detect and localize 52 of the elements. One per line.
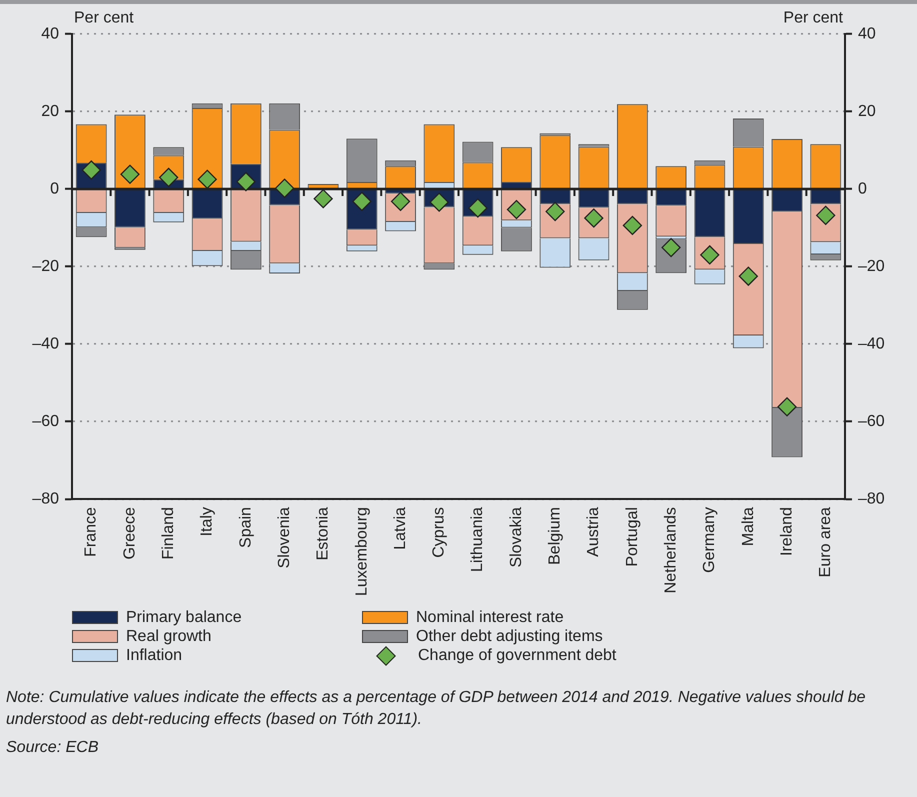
y-tick-label: –40 bbox=[32, 335, 60, 352]
y-tick-label: 40 bbox=[41, 25, 60, 42]
x-tick-label: Malta bbox=[740, 506, 757, 546]
y2-tick-label: 0 bbox=[858, 180, 867, 198]
y2-tick-label: 40 bbox=[858, 25, 876, 42]
y2-tick-label: 20 bbox=[858, 102, 876, 120]
x-tick-label: Ireland bbox=[778, 507, 796, 556]
source-note: Source: ECB bbox=[6, 738, 100, 758]
x-tick-label: Finland bbox=[160, 507, 178, 560]
x-tick-label: Germany bbox=[701, 507, 718, 573]
y2-axis-title: Per cent bbox=[783, 9, 844, 26]
x-tick-label: Slovenia bbox=[276, 506, 293, 568]
x-tick-label: Luxembourg bbox=[353, 507, 370, 596]
y-tick-label: 20 bbox=[41, 102, 60, 120]
x-tick-label: Euro area bbox=[817, 506, 834, 578]
point bbox=[777, 397, 797, 416]
legend-label: Inflation bbox=[126, 646, 182, 664]
y-tick-label: –60 bbox=[32, 412, 60, 430]
y-tick-label: 0 bbox=[50, 180, 60, 198]
y-tick-label: –20 bbox=[32, 258, 60, 275]
x-tick-label: Portugal bbox=[624, 507, 641, 567]
x-tick-label: Lithuania bbox=[469, 506, 486, 572]
text: Note: Cumulative values indicate the effects as a percentage of GDP between 2014 and 2019. Negative values should be understood as debt-reducing effects (based on Tóth 2011). bbox=[6, 688, 867, 730]
legend-label: Primary balance bbox=[126, 608, 242, 626]
legend-label: Nominal interest rate bbox=[416, 608, 564, 626]
y2-tick-label: –20 bbox=[858, 258, 885, 275]
x-tick-label: Netherlands bbox=[662, 507, 680, 594]
x-tick-label: Greece bbox=[121, 506, 138, 560]
point bbox=[314, 189, 333, 208]
legend-label: Change of government debt bbox=[418, 646, 616, 664]
x-tick-label: Slovakia bbox=[508, 506, 525, 568]
x-tick-label: Estonia bbox=[314, 506, 332, 560]
x-tick-label: Latvia bbox=[392, 506, 409, 550]
x-tick-label: Belgium bbox=[546, 507, 564, 565]
x-tick-label: Italy bbox=[198, 507, 216, 536]
y2-tick-label: –60 bbox=[858, 412, 885, 430]
y2-tick-label: –80 bbox=[858, 490, 885, 508]
y2-tick-label: –40 bbox=[858, 335, 885, 352]
y-tick-label: –80 bbox=[32, 490, 60, 508]
y-axis-title: Per cent bbox=[74, 9, 134, 26]
legend-label: Real growth bbox=[126, 628, 212, 646]
point bbox=[738, 266, 758, 286]
x-tick-label: France bbox=[82, 506, 100, 557]
point bbox=[274, 178, 294, 198]
legend-label: Other debt adjusting items bbox=[416, 628, 603, 646]
point bbox=[430, 192, 449, 212]
x-tick-label: Austria bbox=[585, 506, 602, 557]
x-tick-label: Cyprus bbox=[430, 507, 448, 558]
point bbox=[120, 164, 140, 184]
point bbox=[198, 170, 217, 189]
x-tick-label: Spain bbox=[237, 507, 254, 548]
point bbox=[622, 216, 642, 236]
